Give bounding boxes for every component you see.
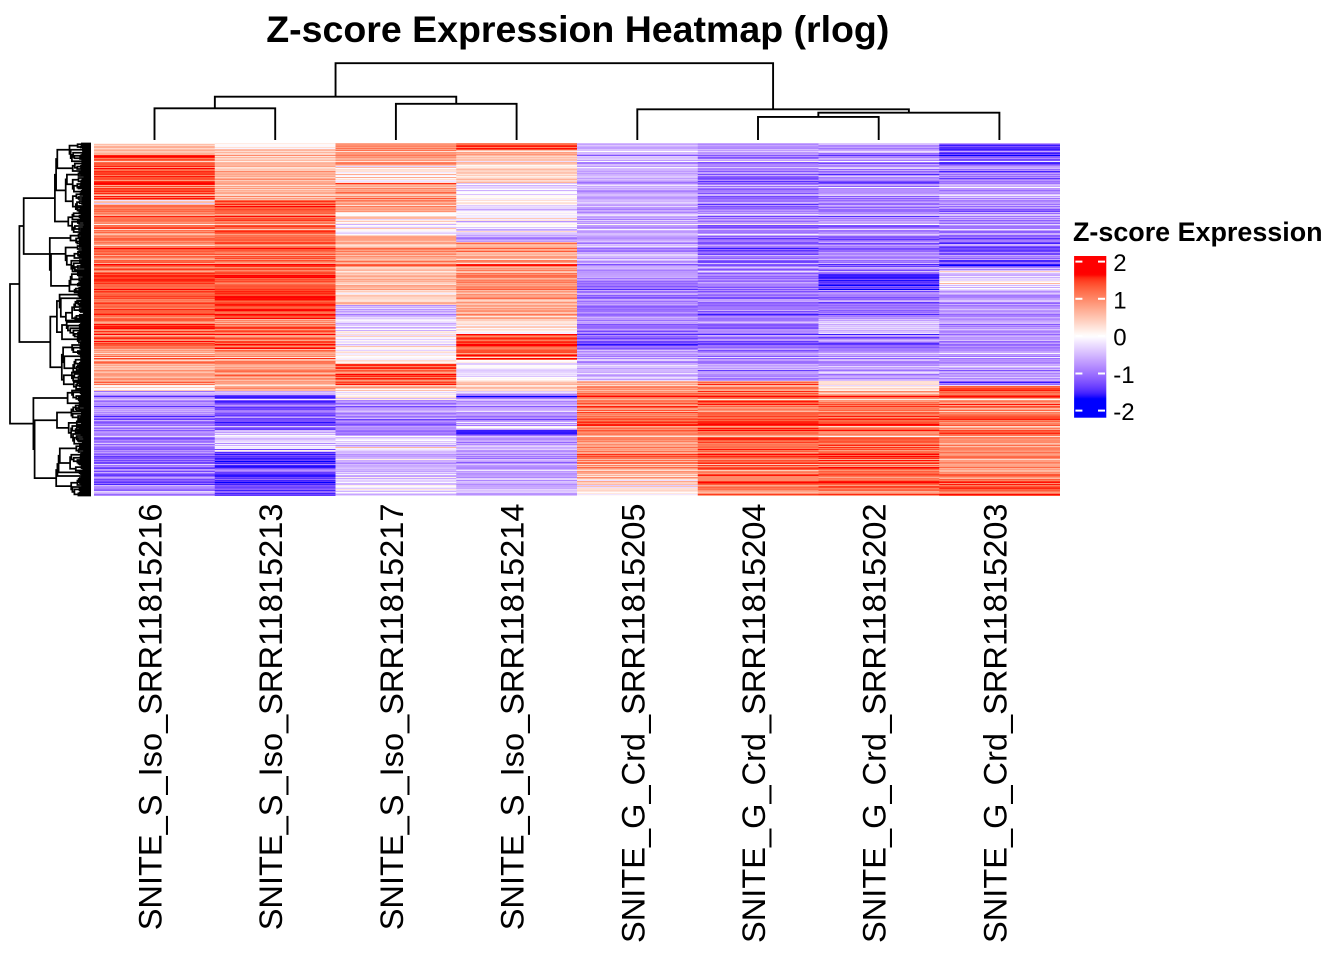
- svg-text:SNITE_S_Iso_SRR11815217: SNITE_S_Iso_SRR11815217: [373, 504, 410, 931]
- svg-text:SNITE_S_Iso_SRR11815216: SNITE_S_Iso_SRR11815216: [132, 504, 169, 931]
- svg-text:SNITE_G_Crd_SRR11815205: SNITE_G_Crd_SRR11815205: [614, 504, 651, 943]
- svg-text:SNITE_S_Iso_SRR11815214: SNITE_S_Iso_SRR11815214: [494, 504, 531, 931]
- svg-text:-2: -2: [1113, 399, 1134, 426]
- svg-text:0: 0: [1113, 325, 1126, 352]
- svg-text:1: 1: [1113, 287, 1126, 314]
- svg-text:SNITE_G_Crd_SRR11815202: SNITE_G_Crd_SRR11815202: [856, 504, 893, 943]
- svg-text:2: 2: [1113, 250, 1126, 277]
- svg-text:SNITE_G_Crd_SRR11815204: SNITE_G_Crd_SRR11815204: [735, 504, 772, 943]
- svg-text:Z-score Expression Heatmap (rl: Z-score Expression Heatmap (rlog): [266, 8, 889, 50]
- svg-text:SNITE_G_Crd_SRR11815203: SNITE_G_Crd_SRR11815203: [976, 504, 1013, 943]
- svg-text:-1: -1: [1113, 362, 1134, 389]
- svg-text:Z-score Expression: Z-score Expression: [1073, 217, 1323, 247]
- svg-text:SNITE_S_Iso_SRR11815213: SNITE_S_Iso_SRR11815213: [252, 504, 289, 931]
